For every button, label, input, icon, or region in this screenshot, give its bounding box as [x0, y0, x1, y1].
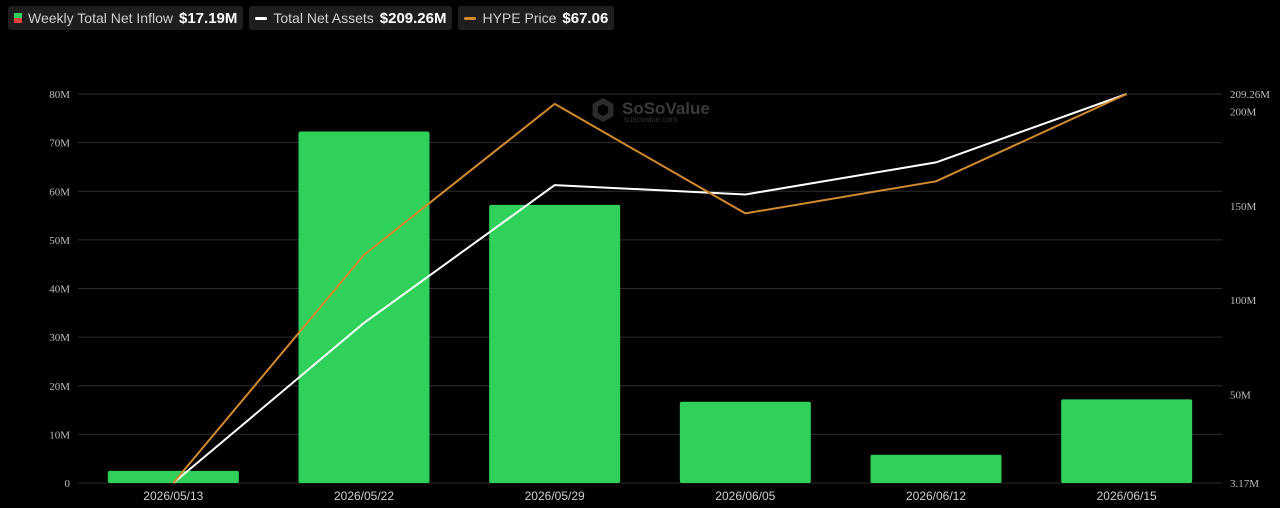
hype-price-line[interactable]	[172, 93, 1128, 484]
line-series-icon	[255, 16, 268, 20]
watermark-brand: SoSoValue	[622, 99, 710, 118]
legend-label: Total Net Assets	[273, 10, 374, 26]
right-axis: 3.17M 50M 100M 150M 200M 209.26M	[1230, 89, 1270, 490]
left-tick-label: 80M	[49, 89, 70, 101]
right-tick-label: 150M	[1230, 201, 1257, 213]
x-tick-label: 2026/06/05	[715, 489, 775, 503]
bar[interactable]	[489, 204, 621, 484]
x-tick-label: 2026/05/13	[143, 489, 203, 503]
right-tick-label: 209.26M	[1230, 89, 1270, 101]
left-tick-label: 30M	[49, 332, 70, 344]
right-tick-label: 3.17M	[1230, 478, 1259, 490]
x-tick-label: 2026/06/12	[906, 489, 966, 503]
legend-label: Weekly Total Net Inflow	[28, 10, 173, 26]
legend-value: $209.26M	[379, 9, 447, 27]
right-tick-label: 200M	[1230, 106, 1257, 118]
right-tick-label: 100M	[1230, 295, 1257, 307]
left-tick-label: 10M	[49, 429, 70, 441]
legend-item-weekly-inflow[interactable]: Weekly Total Net Inflow $17.19M	[8, 6, 244, 30]
sosovalue-logo-icon	[592, 98, 614, 122]
left-tick-label: 40M	[49, 284, 70, 296]
bar[interactable]	[107, 470, 239, 483]
legend-item-total-net-assets[interactable]: Total Net Assets $209.26M	[249, 6, 453, 30]
line-series-icon	[464, 16, 477, 20]
legend-value: $67.06	[562, 9, 609, 27]
x-tick-label: 2026/05/29	[525, 489, 585, 503]
legend-item-hype-price[interactable]: HYPE Price $67.06	[458, 6, 615, 30]
bar[interactable]	[870, 454, 1002, 483]
left-axis: 0 10M 20M 30M 40M 50M 60M 70M 80M	[49, 89, 70, 490]
left-tick-label: 50M	[49, 235, 70, 247]
grid	[78, 93, 1222, 484]
bar[interactable]	[1061, 399, 1193, 483]
x-axis: 2026/05/13 2026/05/22 2026/05/29 2026/06/05…	[143, 489, 1157, 503]
legend-label: HYPE Price	[482, 10, 557, 26]
bar-series-icon	[14, 13, 22, 23]
right-tick-label: 50M	[1230, 390, 1251, 402]
bars	[107, 131, 1193, 484]
legend: Weekly Total Net Inflow $17.19M Total Ne…	[8, 6, 615, 30]
total-net-assets-line[interactable]	[172, 93, 1128, 484]
legend-value: $17.19M	[179, 9, 238, 27]
x-tick-label: 2026/05/22	[334, 489, 394, 503]
bar[interactable]	[298, 131, 430, 483]
left-tick-label: 20M	[49, 381, 70, 393]
x-tick-label: 2026/06/15	[1097, 489, 1157, 503]
watermark-sub: sosovalue.com	[624, 115, 678, 124]
left-tick-label: 0	[65, 478, 71, 490]
watermark: SoSoValue sosovalue.com	[592, 98, 710, 124]
lines	[172, 93, 1128, 484]
left-tick-label: 60M	[49, 186, 70, 198]
left-tick-label: 70M	[49, 138, 70, 150]
bar[interactable]	[679, 401, 811, 483]
